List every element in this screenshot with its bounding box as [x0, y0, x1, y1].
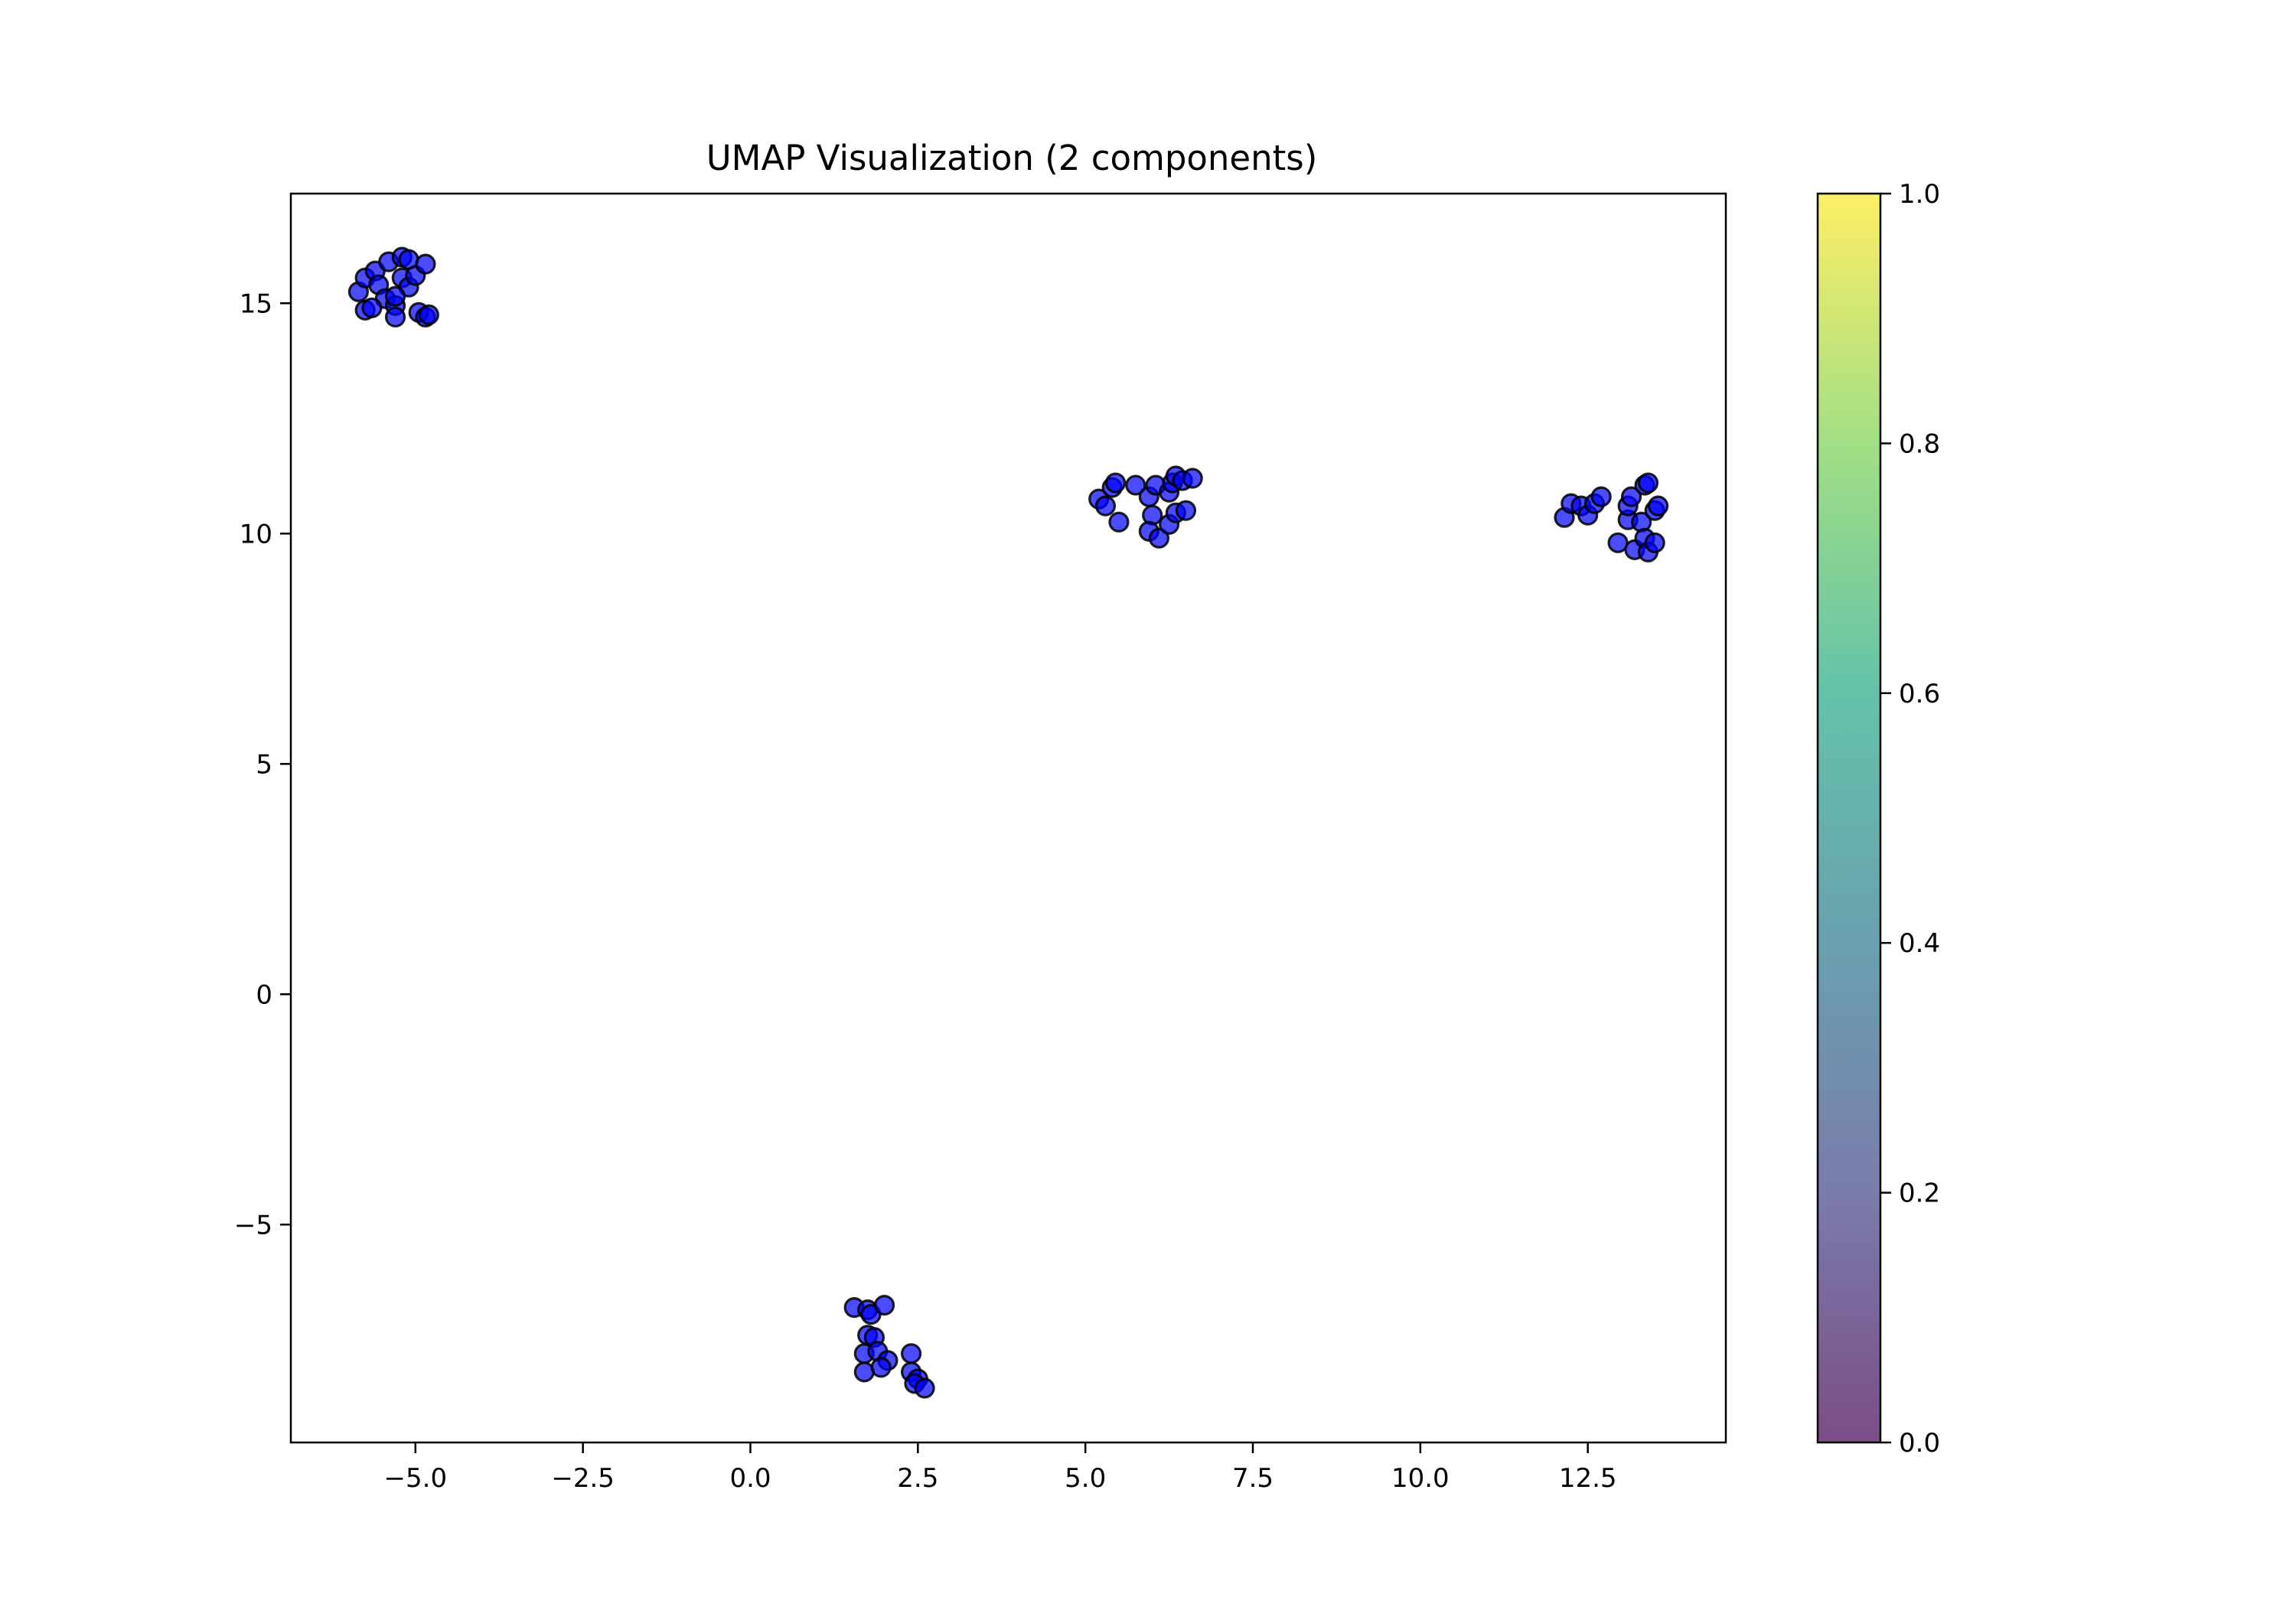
scatter-point: [1125, 474, 1146, 496]
scatter-point: [1644, 532, 1665, 553]
x-tick-label: 12.5: [1559, 1463, 1617, 1494]
scatter-point: [1094, 495, 1117, 517]
x-axis: −5.0 −2.5 0.0 2.5 5.0 7.5 10.0 12.5: [384, 1442, 1617, 1494]
plot-area-frame: [289, 192, 1727, 1444]
scatter-point: [914, 1377, 935, 1399]
scatter-point: [418, 304, 439, 325]
colorbar-tick-label: 0.0: [1899, 1428, 1940, 1459]
scatter-point: [1647, 495, 1669, 517]
y-tick-label: −5: [234, 1210, 272, 1240]
x-tick-label: 5.0: [1065, 1463, 1106, 1494]
scatter-point: [384, 285, 406, 307]
chart-title: UMAP Visualization (2 components): [706, 138, 1318, 178]
colorbar-tick-label: 0.8: [1899, 429, 1940, 459]
scatter-point: [873, 1295, 895, 1316]
x-tick-label: 0.0: [729, 1463, 771, 1494]
y-tick-label: 15: [240, 288, 272, 319]
y-tick-label: 0: [256, 980, 272, 1010]
x-tick-label: 10.0: [1391, 1463, 1450, 1494]
scatter-point: [1104, 472, 1127, 494]
scatter-point: [1637, 472, 1659, 494]
y-tick-label: 10: [240, 519, 272, 549]
colorbar: [1818, 194, 1880, 1442]
colorbar-axis: 0.0 0.2 0.4 0.6 0.8 1.0: [1880, 179, 1940, 1459]
scatter-point: [1590, 486, 1612, 507]
scatter-point: [1182, 468, 1203, 489]
x-tick-label: −2.5: [551, 1463, 615, 1494]
scatter-point: [900, 1343, 922, 1364]
scatter-points: [347, 246, 1669, 1399]
x-tick-label: 7.5: [1232, 1463, 1274, 1494]
scatter-point: [1108, 511, 1130, 533]
scatter-point: [361, 297, 383, 318]
x-tick-label: 2.5: [897, 1463, 938, 1494]
y-axis: −5 0 5 10 15: [234, 288, 291, 1240]
colorbar-tick-label: 1.0: [1899, 179, 1940, 210]
scatter-point: [853, 1361, 875, 1383]
scatter-point: [415, 253, 436, 275]
scatter-point: [870, 1357, 892, 1378]
colorbar-tick-label: 0.4: [1899, 928, 1940, 959]
scatter-point: [1175, 500, 1197, 521]
colorbar-tick-label: 0.2: [1899, 1178, 1940, 1209]
x-tick-label: −5.0: [384, 1463, 448, 1494]
scatter-point: [1148, 527, 1170, 549]
colorbar-frame: [1816, 192, 1882, 1444]
colorbar-tick-label: 0.6: [1899, 679, 1940, 709]
scatter-point: [1620, 486, 1642, 507]
scatter-point: [384, 306, 406, 328]
y-tick-label: 5: [256, 749, 272, 780]
